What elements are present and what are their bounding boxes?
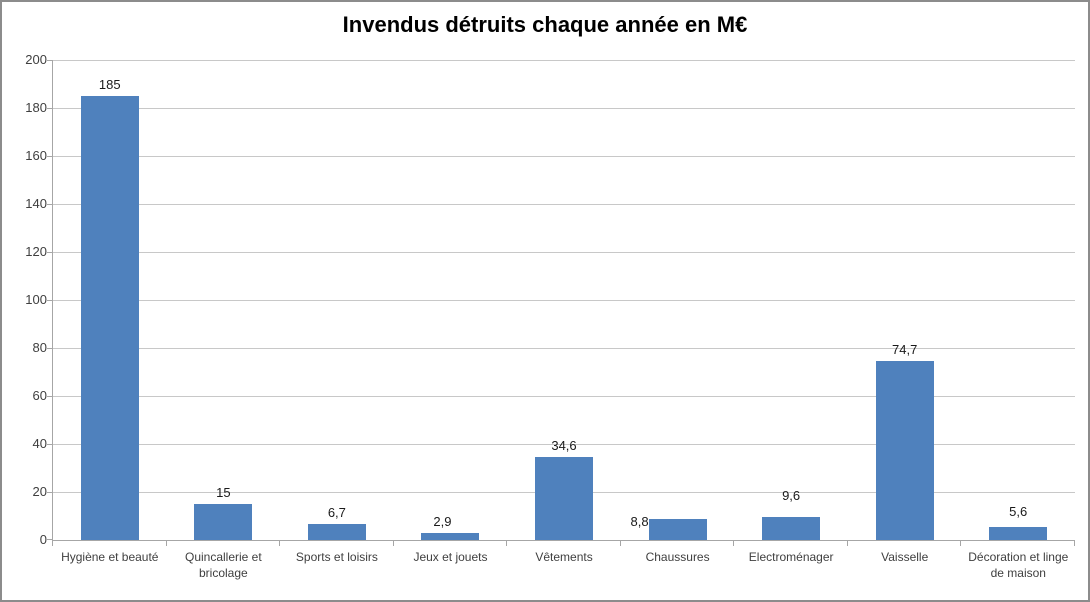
grid-line <box>53 60 1075 61</box>
y-axis-label: 120 <box>25 244 47 259</box>
value-label: 6,7 <box>327 504 346 520</box>
y-axis-label: 60 <box>32 388 47 403</box>
grid-line <box>53 204 1075 205</box>
category-label: Electroménager <box>748 550 834 564</box>
grid-line <box>53 300 1075 301</box>
category-label: Sports et loisirs <box>295 550 378 564</box>
y-axis-label: 80 <box>32 340 47 355</box>
y-axis-label: 0 <box>39 532 47 547</box>
x-tick <box>846 540 848 546</box>
y-axis-line <box>52 60 53 546</box>
grid-line <box>53 348 1075 349</box>
y-tick <box>47 60 53 61</box>
bar <box>989 526 1048 540</box>
y-axis-label: 160 <box>25 148 47 163</box>
y-axis-label: 40 <box>32 436 47 451</box>
y-axis-label: 20 <box>32 484 47 499</box>
plot-area: 185 15 6,7 2,9 34,6 8,8 9,6 74,7 5,6 <box>47 60 1075 546</box>
grid-line <box>53 108 1075 109</box>
x-tick <box>165 540 167 546</box>
y-tick <box>47 252 53 253</box>
y-tick <box>47 396 53 397</box>
y-tick <box>47 492 53 493</box>
x-tick <box>392 540 394 546</box>
y-axis-label: 100 <box>25 292 47 307</box>
y-tick <box>47 300 53 301</box>
x-tick <box>1074 540 1075 546</box>
bar <box>875 360 934 540</box>
x-axis-labels: Hygiène et beauté Quincallerie et bricolag… <box>53 549 1075 581</box>
value-label: 185 <box>98 77 121 92</box>
y-axis-label: 140 <box>25 196 47 211</box>
y-tick <box>47 108 53 109</box>
value-label: 34,6 <box>551 437 577 453</box>
value-label: 74,7 <box>892 341 918 357</box>
bar <box>421 533 480 540</box>
value-label: 8,8 <box>630 513 649 529</box>
y-tick <box>47 539 53 540</box>
value-label: 5,6 <box>1009 503 1028 519</box>
bar <box>535 456 593 540</box>
bar <box>307 523 366 540</box>
y-tick <box>47 348 53 349</box>
x-tick <box>279 540 281 546</box>
grid-line <box>53 156 1075 157</box>
y-axis-label: 180 <box>25 100 47 115</box>
bar <box>648 518 707 540</box>
y-tick <box>47 204 53 205</box>
category-label: Vaisselle <box>881 550 929 564</box>
category-label: Vêtements <box>535 550 593 564</box>
value-label: 15 <box>216 485 231 500</box>
value-label: 2,9 <box>433 514 452 530</box>
x-axis-line <box>53 540 1075 541</box>
bar <box>762 516 821 540</box>
grid-line <box>53 252 1075 253</box>
category-label: Décoration et linge de maison <box>968 550 1069 580</box>
y-axis-label: 200 <box>25 52 47 67</box>
x-tick <box>733 540 735 546</box>
chart-title: Invendus détruits chaque année en M€ <box>342 12 748 37</box>
y-tick <box>47 444 53 445</box>
value-label: 9,6 <box>782 487 801 503</box>
category-label: Hygiène et beauté <box>61 550 159 564</box>
grid-line <box>53 396 1075 397</box>
x-tick <box>506 540 508 546</box>
x-tick <box>619 540 621 546</box>
category-label: Quincallerie et bricolage <box>184 550 262 580</box>
grid-line <box>53 444 1075 445</box>
bar <box>80 96 139 540</box>
bar <box>194 504 253 540</box>
y-tick <box>47 156 53 157</box>
category-label: Jeux et jouets <box>413 550 488 564</box>
x-tick <box>960 540 962 546</box>
category-label: Chaussures <box>645 550 710 564</box>
